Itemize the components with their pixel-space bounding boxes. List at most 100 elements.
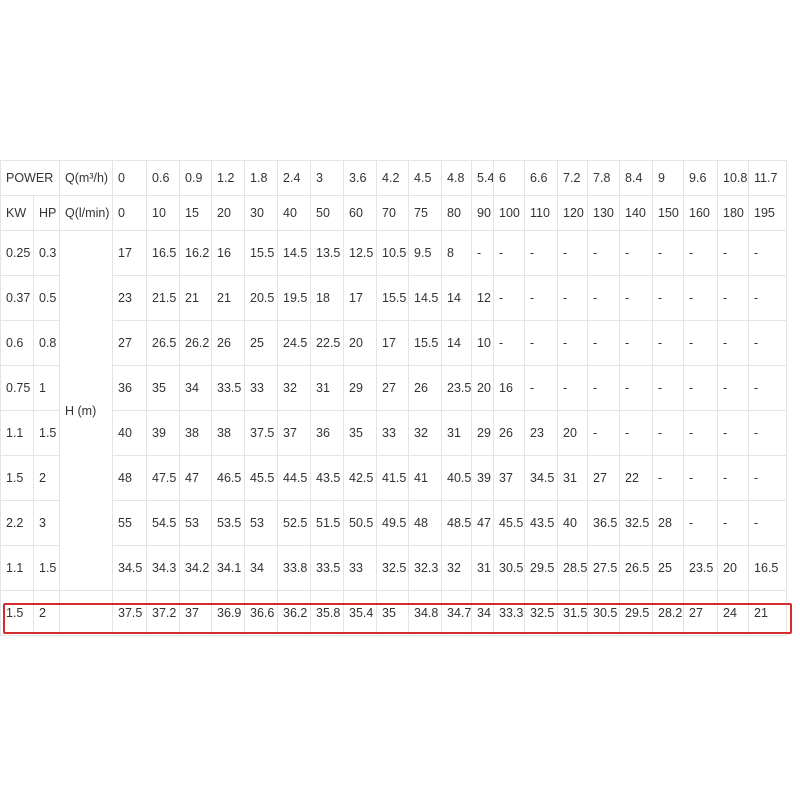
header-flow-lmin-value: 30 xyxy=(244,195,279,231)
header-flow-m3h-label: Q(m³/h) xyxy=(59,160,114,196)
head-value-cell: 34.7 xyxy=(441,590,473,636)
power-hp-cell: 1 xyxy=(32,365,61,411)
head-value-cell: 38 xyxy=(179,410,213,456)
head-value-cell: 32 xyxy=(277,365,312,411)
head-value-cell: 28.2 xyxy=(652,590,685,636)
header-row-flow-m3h: POWER Q(m³/h) 0 0.6 0.9 1.2 1.8 2.4 3 3.6 4.2 4.5 4.… xyxy=(0,160,800,196)
head-value-cell: 36 xyxy=(112,365,148,411)
head-value-cell: 54.5 xyxy=(146,500,181,546)
head-value-cell: 40 xyxy=(557,500,589,546)
header-flow-lmin-value: 0 xyxy=(112,195,148,231)
head-value-cell: - xyxy=(717,230,750,276)
head-value-cell: 14 xyxy=(441,275,473,321)
head-value-cell: 29.5 xyxy=(524,545,559,591)
head-value-cell: 21 xyxy=(179,275,213,321)
header-flow-lmin-value: 10 xyxy=(146,195,181,231)
header-flow-m3h-value: 0 xyxy=(112,160,148,196)
head-value-cell: - xyxy=(717,275,750,321)
head-value-cell: 36 xyxy=(310,410,345,456)
power-kw-cell: 0.6 xyxy=(0,320,34,366)
head-value-cell: 17 xyxy=(112,230,148,276)
head-value-cell: 34.2 xyxy=(179,545,213,591)
header-flow-lmin-value: 80 xyxy=(441,195,473,231)
header-flow-m3h-value: 3 xyxy=(310,160,345,196)
header-row-flow-lmin: KW HP Q(l/min) 0 10 15 20 30 40 50 60 70 75 80 90 100 11… xyxy=(0,195,800,231)
header-flow-m3h-value: 11.7 xyxy=(748,160,788,196)
head-value-cell: 33.8 xyxy=(277,545,312,591)
head-value-cell: - xyxy=(748,410,788,456)
head-value-cell: 34.1 xyxy=(211,545,246,591)
head-value-cell: 37.5 xyxy=(244,410,279,456)
head-value-cell: 45.5 xyxy=(493,500,526,546)
head-value-cell: 16 xyxy=(493,365,526,411)
head-value-cell: - xyxy=(619,230,654,276)
head-value-cell: 19.5 xyxy=(277,275,312,321)
head-value-cell: 39 xyxy=(471,455,495,501)
head-value-cell: - xyxy=(683,320,719,366)
head-value-cell: 47 xyxy=(471,500,495,546)
head-value-cell: - xyxy=(471,230,495,276)
header-flow-m3h-value: 7.8 xyxy=(587,160,621,196)
head-value-cell: 23 xyxy=(524,410,559,456)
head-value-cell: - xyxy=(683,275,719,321)
power-kw-cell: 1.5 xyxy=(0,590,34,636)
head-value-cell: - xyxy=(748,455,788,501)
head-value-cell: 10 xyxy=(471,320,495,366)
head-value-cell: 51.5 xyxy=(310,500,345,546)
head-value-cell: - xyxy=(587,320,621,366)
head-value-cell: 35.4 xyxy=(343,590,378,636)
head-value-cell: 47 xyxy=(179,455,213,501)
head-value-cell: 32.5 xyxy=(619,500,654,546)
head-value-cell: 28.5 xyxy=(557,545,589,591)
head-value-cell: 34 xyxy=(471,590,495,636)
head-value-cell: 33.5 xyxy=(310,545,345,591)
head-value-cell: - xyxy=(557,365,589,411)
head-value-cell: 41 xyxy=(408,455,443,501)
head-value-cell: 32.5 xyxy=(376,545,410,591)
head-value-cell: 29 xyxy=(471,410,495,456)
head-value-cell: 29 xyxy=(343,365,378,411)
head-value-cell: 24 xyxy=(717,590,750,636)
head-value-cell: 53 xyxy=(244,500,279,546)
power-kw-cell: 0.75 xyxy=(0,365,34,411)
head-value-cell: - xyxy=(557,275,589,321)
header-flow-lmin-value: 60 xyxy=(343,195,378,231)
table-row: 0.25 0.3 H (m) 17 16.5 16.2 16 15.5 14.5 13.5 12.5… xyxy=(0,230,800,591)
header-flow-m3h-value: 5.4 xyxy=(471,160,495,196)
header-flow-m3h-value: 6 xyxy=(493,160,526,196)
header-flow-lmin-value: 50 xyxy=(310,195,345,231)
head-value-cell: 24.5 xyxy=(277,320,312,366)
head-value-cell: - xyxy=(717,410,750,456)
head-value-cell: 37.5 xyxy=(112,590,148,636)
head-value-cell: 49.5 xyxy=(376,500,410,546)
head-value-cell: 34.3 xyxy=(146,545,181,591)
power-hp-cell: 1.5 xyxy=(32,545,61,591)
head-value-cell: - xyxy=(683,455,719,501)
head-value-cell: 20.5 xyxy=(244,275,279,321)
head-value-cell: 33.5 xyxy=(211,365,246,411)
head-value-cell: 48 xyxy=(408,500,443,546)
head-value-cell: - xyxy=(652,275,685,321)
head-value-cell: - xyxy=(557,230,589,276)
head-value-cell: - xyxy=(748,500,788,546)
head-value-cell: 15.5 xyxy=(244,230,279,276)
head-value-cell: 16.5 xyxy=(146,230,181,276)
header-flow-lmin-value: 180 xyxy=(717,195,750,231)
head-value-cell: 22 xyxy=(619,455,654,501)
head-value-cell: 21 xyxy=(748,590,788,636)
head-value-cell: - xyxy=(493,230,526,276)
head-value-cell: 20 xyxy=(557,410,589,456)
head-value-cell: 12 xyxy=(471,275,495,321)
head-value-cell: 42.5 xyxy=(343,455,378,501)
head-value-cell: 41.5 xyxy=(376,455,410,501)
header-flow-lmin-value: 75 xyxy=(408,195,443,231)
head-value-cell: 17 xyxy=(376,320,410,366)
head-value-cell: 25 xyxy=(652,545,685,591)
table-row: 2.2 3 55 54.5 53 53.5 53 52.5 51.5 50.5 49.5 48 48.5… xyxy=(0,500,800,546)
power-kw-cell: 1.1 xyxy=(0,545,34,591)
power-kw-cell: 1.1 xyxy=(0,410,34,456)
header-kw: KW xyxy=(0,195,34,231)
head-value-cell: 26.5 xyxy=(146,320,181,366)
power-hp-cell: 2 xyxy=(32,590,61,636)
head-value-cell: 17 xyxy=(343,275,378,321)
